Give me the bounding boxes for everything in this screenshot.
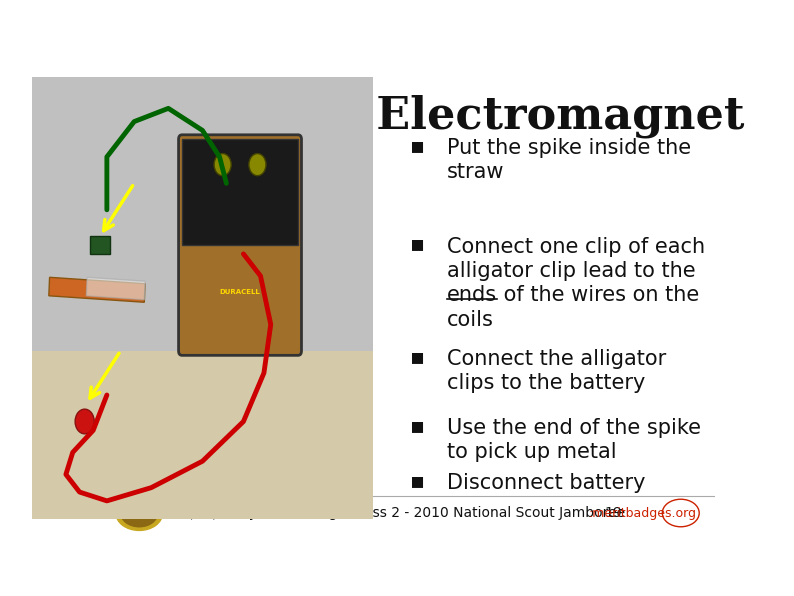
- Text: Put the spike inside the: Put the spike inside the: [447, 138, 691, 158]
- FancyBboxPatch shape: [179, 135, 302, 355]
- Bar: [32, 351, 373, 519]
- Text: Use the end of the spike: Use the end of the spike: [447, 418, 701, 438]
- Circle shape: [121, 499, 158, 527]
- Text: ▪: ▪: [410, 234, 425, 254]
- Text: clips to the battery: clips to the battery: [447, 374, 646, 393]
- Text: ▪: ▪: [410, 471, 425, 491]
- Text: 9/10/2020: 9/10/2020: [183, 506, 253, 520]
- Text: ▪: ▪: [410, 416, 425, 436]
- Text: :meritbadges.org: :meritbadges.org: [588, 507, 696, 520]
- Text: ▪: ▪: [410, 347, 425, 367]
- Text: coils: coils: [447, 310, 494, 330]
- Text: of the wires on the: of the wires on the: [497, 285, 700, 305]
- Text: to pick up metal: to pick up metal: [447, 442, 617, 462]
- Circle shape: [75, 409, 94, 434]
- Bar: [87, 277, 145, 300]
- Bar: [49, 277, 145, 302]
- Circle shape: [249, 154, 266, 176]
- Bar: [90, 236, 110, 254]
- Text: Disconnect battery: Disconnect battery: [447, 473, 646, 493]
- Circle shape: [116, 495, 163, 530]
- Text: Electricity Merit Badge Class 2 - 2010 National Scout Jamboree: Electricity Merit Badge Class 2 - 2010 N…: [188, 506, 626, 520]
- Text: ends: ends: [447, 285, 497, 305]
- Text: ✊: ✊: [136, 507, 143, 520]
- Text: DURACELL: DURACELL: [220, 288, 260, 294]
- Bar: [182, 139, 298, 245]
- Bar: [32, 77, 373, 351]
- Text: Building an Electromagnet: Building an Electromagnet: [69, 95, 745, 138]
- Text: alligator clip lead to the: alligator clip lead to the: [447, 261, 696, 281]
- Circle shape: [214, 154, 231, 176]
- Text: Connect the alligator: Connect the alligator: [447, 349, 666, 369]
- Text: straw: straw: [447, 162, 504, 182]
- Text: ▪: ▪: [410, 136, 425, 156]
- Text: Connect one clip of each: Connect one clip of each: [447, 237, 705, 257]
- Text: 19: 19: [604, 506, 622, 520]
